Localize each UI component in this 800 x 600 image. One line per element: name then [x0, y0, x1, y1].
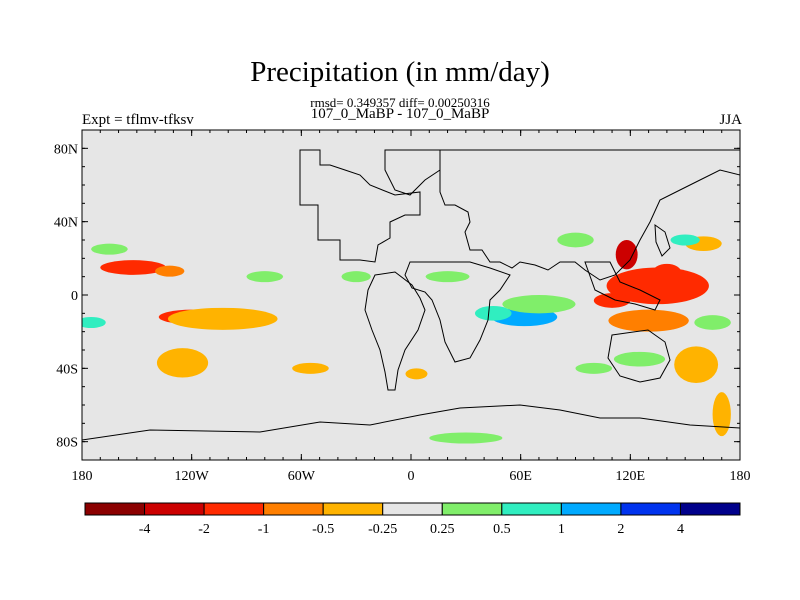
precip-region-4 — [100, 260, 167, 275]
experiment-label: Expt = tflmv-tfksv — [82, 112, 194, 128]
colorbar: -4 -2 -1 -0.5 -0.25 0.25 0.5 1 2 4 — [84, 502, 741, 537]
colorbar-swatch — [560, 502, 622, 516]
colorbar-swatch — [322, 502, 384, 516]
coastline-north-america — [299, 149, 421, 263]
precip-region-5 — [155, 265, 185, 277]
colorbar-swatch — [144, 502, 205, 516]
lat-tick-label: 0 — [71, 289, 78, 304]
coastline-antarctica — [82, 404, 740, 441]
lat-tick-label: 80S — [56, 436, 78, 451]
colorbar-label: -4 — [139, 522, 151, 537]
continent-outlines — [82, 149, 740, 441]
colorbar-label: -1 — [258, 522, 270, 537]
colorbar-swatch — [382, 502, 443, 516]
colorbar-label: 0.25 — [430, 522, 455, 537]
precip-region-23 — [613, 351, 666, 367]
lon-tick-label: 120W — [175, 469, 210, 484]
coastline-australia — [607, 329, 671, 383]
lon-tick-label: 60W — [288, 469, 316, 484]
precip-region-3 — [593, 293, 631, 308]
precip-region-9 — [674, 346, 719, 383]
precip-region-0 — [606, 267, 709, 305]
colorbar-label: -0.5 — [312, 522, 334, 537]
lat-tick-label: 40S — [56, 362, 78, 377]
colorbar-label: -2 — [198, 522, 210, 537]
precip-region-24 — [575, 362, 613, 374]
precip-region-18 — [557, 232, 594, 248]
colorbar-swatch — [84, 502, 146, 516]
map-plot-area — [81, 129, 741, 461]
lat-tick-label: 40N — [54, 216, 78, 231]
precip-region-12 — [405, 368, 428, 380]
colorbar-swatch — [441, 502, 503, 516]
precip-region-10 — [156, 348, 209, 378]
coastline-eurasia — [439, 149, 740, 281]
coastline-southeast-asia — [584, 261, 661, 311]
colorbar-swatch — [620, 502, 681, 516]
latitude-axis: 80N 40N 0 40S 80S — [54, 142, 740, 451]
lat-tick-label: 80N — [54, 142, 78, 157]
precip-region-17 — [502, 295, 576, 314]
colorbar-swatch — [679, 502, 741, 516]
precip-region-21 — [91, 243, 128, 255]
precip-region-8 — [608, 309, 689, 332]
precip-region-26 — [246, 271, 284, 283]
colorbar-label: 1 — [558, 522, 565, 537]
lon-tick-label: 180 — [72, 469, 93, 484]
precip-region-13 — [712, 392, 731, 437]
colorbar-label: 0.5 — [493, 522, 511, 537]
precip-region-16 — [474, 306, 512, 321]
colorbar-swatch — [203, 502, 265, 516]
precip-region-22 — [694, 315, 731, 330]
precip-region-1 — [615, 240, 638, 270]
lon-tick-label: 0 — [408, 469, 415, 484]
colorbar-swatch — [501, 502, 562, 516]
precip-region-7 — [167, 307, 278, 330]
colorbar-label: -0.25 — [368, 522, 397, 537]
precip-region-11 — [292, 362, 329, 374]
case-names: 107_0_MaBP - 107_0_MaBP — [310, 106, 490, 122]
season-label: JJA — [719, 112, 742, 128]
colorbar-label: 2 — [617, 522, 624, 537]
precip-anomaly-fields — [82, 232, 731, 444]
colorbar-swatch — [263, 502, 324, 516]
precip-region-25 — [429, 432, 503, 444]
precip-region-20 — [82, 317, 106, 328]
rmsd-diff-stats: rmsd= 0.349357 diff= 0.00250316 — [310, 95, 490, 110]
lon-tick-label: 120E — [616, 469, 646, 484]
coastline-africa — [404, 261, 511, 363]
coastline-south-america — [364, 271, 426, 391]
longitude-axis: 180 120W 60W 0 60E 120E 180 — [72, 130, 751, 484]
colorbar-label: 4 — [677, 522, 684, 537]
precip-region-2 — [652, 263, 682, 283]
lon-tick-label: 180 — [730, 469, 751, 484]
precip-region-27 — [341, 271, 371, 283]
coastline-japan — [654, 223, 671, 257]
precip-region-28 — [425, 271, 470, 283]
precip-region-19 — [670, 234, 700, 246]
chart-title: Precipitation (in mm/day) — [250, 56, 550, 88]
lon-tick-label: 60E — [509, 469, 532, 484]
